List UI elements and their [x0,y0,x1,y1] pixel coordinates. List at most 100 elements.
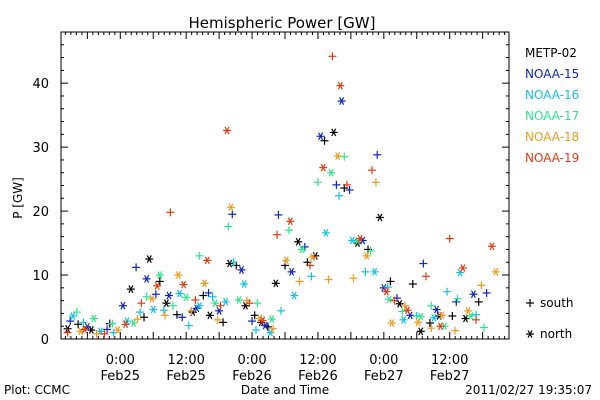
south-point [332,180,341,189]
north-point [162,299,171,308]
south-point [361,267,370,276]
north-point [205,311,214,320]
north-point [336,81,345,90]
south-point [482,288,491,297]
north-point [126,285,135,294]
south-point [277,306,286,315]
legend-entry: NOAA-19 [525,151,579,165]
north-point [200,279,209,288]
north-point [321,228,330,237]
south-point [274,210,283,219]
north-point [362,251,371,260]
legend: METP-02 NOAA-15 NOAA-16 NOAA-17 NOAA-18 NOAA-… [525,46,579,165]
south-point [136,308,145,317]
north-point [113,326,122,334]
north-point [221,298,230,306]
north-point [258,316,267,325]
north-point [333,152,342,160]
north-point [416,312,425,321]
south-point [229,258,238,267]
south-point [191,295,200,304]
south-point [204,288,213,297]
north-point [399,315,408,324]
north-point [147,294,156,303]
south-point [366,246,375,255]
south-point [295,277,304,286]
south-point [313,178,322,187]
north-point [414,318,423,327]
north-point [234,296,243,304]
north-point [294,237,303,246]
north-point [174,271,183,279]
south-point [100,329,109,338]
north-point [329,128,338,137]
south-point [74,320,83,329]
south-point [252,326,261,335]
south-point [398,307,407,316]
south-point [427,301,436,310]
south-point [450,326,459,335]
south-point [328,52,337,61]
north-point [370,267,379,276]
data-points [63,52,500,338]
south-point [472,315,481,324]
north-point [429,314,438,322]
axis-ticks [61,31,509,340]
symbol-legend-label: south [540,296,574,310]
north-point [406,311,415,320]
north-point [319,163,328,172]
south-point [400,301,409,310]
south-point [306,261,315,270]
north-point [487,242,496,251]
symbol-legend-south: south [526,296,574,310]
south-point [307,272,316,281]
north-point [356,234,365,243]
footer-credit: Plot: CCMC [4,383,70,397]
north-point [240,280,249,288]
north-point [337,97,346,105]
legend-entry: NOAA-18 [525,130,579,144]
south-point [151,290,160,299]
south-point [140,313,149,322]
north-point [385,295,394,304]
north-point [121,320,130,329]
legend-entry: NOAA-15 [525,67,579,81]
south-point [273,230,282,239]
south-point [445,234,454,243]
south-point [335,191,344,200]
south-point [284,226,293,235]
north-point [118,301,127,310]
north-point [129,319,138,327]
north-point [308,253,317,262]
x-tick-date-label: Feb27 [430,369,470,384]
symbol-legend-north: north [526,327,572,341]
south-point [477,281,486,290]
north-point [469,290,478,299]
south-point [349,274,358,283]
north-point [382,287,391,296]
south-point [224,222,233,231]
south-point [169,301,177,310]
north-point [287,267,296,276]
north-point [375,213,384,222]
north-point [179,280,188,289]
x-tick-date-label: Feb27 [364,369,404,384]
north-point [195,301,204,310]
north-point [226,203,235,212]
x-tick-date-label: Feb25 [166,369,206,384]
south-point [425,319,434,328]
north-point [437,311,446,320]
south-point [253,299,262,308]
north-point [89,314,98,323]
south-point [248,317,257,326]
north-point [215,306,224,315]
south-point [184,321,193,330]
north-point [387,319,396,327]
north-point [290,291,299,300]
y-tick-label: 0 [41,333,49,348]
north-point [223,126,232,135]
north-point [432,305,441,314]
x-tick-time-label: 0:00 [237,353,266,368]
north-point [286,217,295,226]
north-point [456,268,465,277]
